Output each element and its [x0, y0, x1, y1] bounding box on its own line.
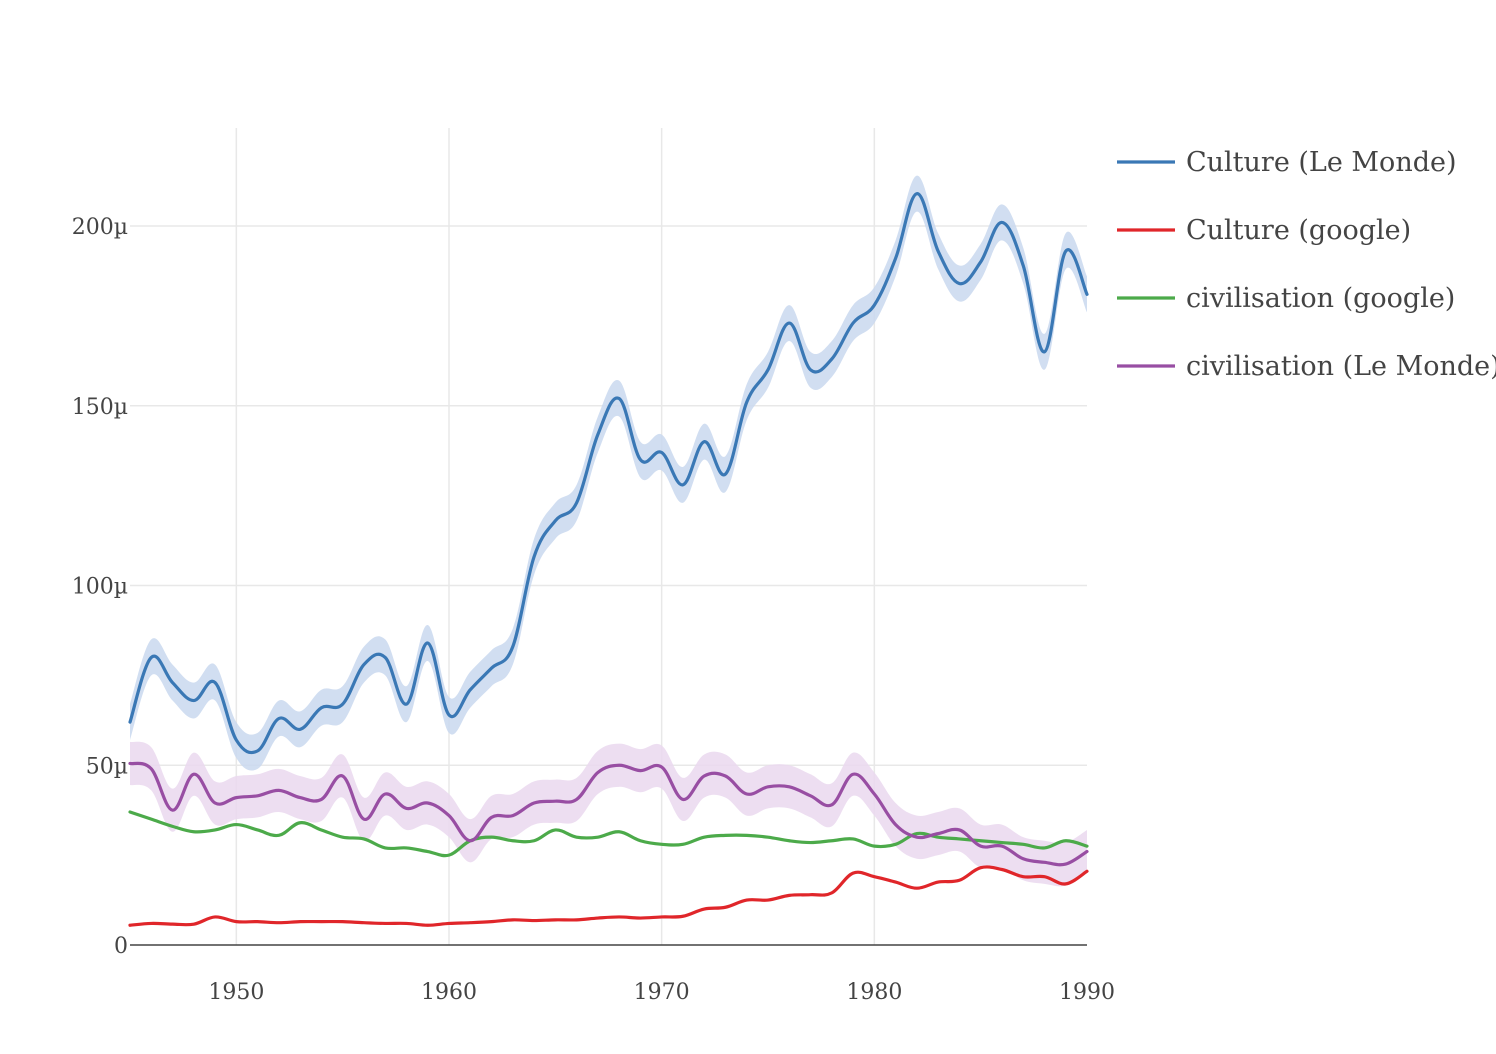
legend[interactable]: Culture (Le Monde) Culture (google) civili…: [1117, 147, 1496, 382]
legend-label-0: Culture (Le Monde): [1186, 147, 1457, 178]
x-tick-label-1970: 1970: [634, 980, 690, 1005]
x-tick-label-1960: 1960: [421, 980, 477, 1005]
legend-label-1: Culture (google): [1186, 215, 1411, 246]
legend-item-2[interactable]: civilisation (google): [1117, 283, 1455, 314]
series-line-3[interactable]: [128, 761, 1089, 867]
series-band-3: [130, 741, 1087, 887]
y-tick-label-150: 150µ: [72, 395, 128, 420]
y-tick-label-0: 0: [114, 934, 128, 959]
legend-label-2: civilisation (google): [1186, 283, 1455, 314]
series-lines: [128, 192, 1089, 927]
y-tick-label-50: 50µ: [86, 754, 128, 779]
x-tick-label-1990: 1990: [1059, 980, 1115, 1005]
y-axis-tick-labels: 0 50µ 100µ 150µ 200µ: [72, 215, 128, 959]
x-tick-label-1950: 1950: [208, 980, 264, 1005]
y-tick-label-200: 200µ: [72, 215, 128, 240]
legend-item-3[interactable]: civilisation (Le Monde): [1117, 351, 1496, 382]
legend-item-1[interactable]: Culture (google): [1117, 215, 1411, 246]
legend-item-0[interactable]: Culture (Le Monde): [1117, 147, 1457, 178]
y-tick-label-100: 100µ: [72, 575, 128, 600]
series-line-0[interactable]: [128, 192, 1089, 755]
x-tick-label-1980: 1980: [846, 980, 902, 1005]
confidence-bands: [130, 175, 1087, 887]
x-axis-tick-labels: 1950 1960 1970 1980 1990: [208, 980, 1115, 1005]
legend-label-3: civilisation (Le Monde): [1186, 351, 1496, 382]
series-line-2[interactable]: [128, 810, 1089, 858]
series-band-0: [130, 175, 1087, 771]
series-line-1[interactable]: [128, 865, 1089, 927]
